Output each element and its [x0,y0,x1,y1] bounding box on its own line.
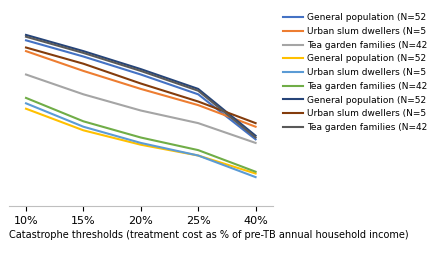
Urban slum dwellers (N=5 [195,154,201,157]
Tea garden families (N=42 [81,51,86,54]
General population (N=52 [195,93,201,96]
Urban slum dwellers (N=5 [253,121,258,125]
Tea garden families (N=42 [195,149,201,152]
Urban slum dwellers (N=5 [138,141,143,144]
Tea garden families (N=42 [81,120,86,123]
General population (N=52 [253,134,258,137]
General population (N=52 [23,33,29,36]
Urban slum dwellers (N=5 [23,50,29,53]
General population (N=52 [138,143,143,146]
Tea garden families (N=42 [195,89,201,92]
Line: Tea garden families (N=42: Tea garden families (N=42 [26,37,256,138]
Tea garden families (N=42 [253,136,258,139]
General population (N=52 [195,154,201,157]
Tea garden families (N=42 [23,35,29,38]
General population (N=52 [195,87,201,91]
Urban slum dwellers (N=5 [81,62,86,65]
Urban slum dwellers (N=5 [81,125,86,128]
General population (N=52 [81,55,86,58]
Tea garden families (N=42 [23,96,29,100]
Tea garden families (N=42 [138,109,143,112]
General population (N=52 [138,73,143,76]
Tea garden families (N=42 [253,170,258,173]
Urban slum dwellers (N=5 [138,82,143,85]
Urban slum dwellers (N=5 [23,46,29,49]
General population (N=52 [253,138,258,141]
Legend: General population (N=52, Urban slum dwellers (N=5, Tea garden families (N=42, G: General population (N=52, Urban slum dwe… [282,12,428,133]
General population (N=52 [81,129,86,132]
Line: Tea garden families (N=42: Tea garden families (N=42 [26,74,256,143]
Line: Urban slum dwellers (N=5: Urban slum dwellers (N=5 [26,48,256,123]
Tea garden families (N=42 [138,69,143,73]
Urban slum dwellers (N=5 [195,100,201,103]
Urban slum dwellers (N=5 [195,103,201,107]
X-axis label: Catastrophe thresholds (treatment cost as % of pre-TB annual household income): Catastrophe thresholds (treatment cost a… [9,230,408,240]
Urban slum dwellers (N=5 [253,125,258,128]
Tea garden families (N=42 [138,136,143,139]
Urban slum dwellers (N=5 [138,87,143,91]
General population (N=52 [81,50,86,53]
Line: General population (N=52: General population (N=52 [26,40,256,139]
Tea garden families (N=42 [81,93,86,96]
Tea garden families (N=42 [23,73,29,76]
General population (N=52 [253,172,258,175]
Tea garden families (N=42 [195,121,201,125]
Urban slum dwellers (N=5 [81,69,86,73]
General population (N=52 [23,39,29,42]
Urban slum dwellers (N=5 [23,102,29,105]
Tea garden families (N=42 [253,141,258,144]
General population (N=52 [23,107,29,110]
Line: General population (N=52: General population (N=52 [26,109,256,173]
General population (N=52 [138,68,143,71]
Line: Urban slum dwellers (N=5: Urban slum dwellers (N=5 [26,51,256,127]
Line: General population (N=52: General population (N=52 [26,35,256,136]
Line: Tea garden families (N=42: Tea garden families (N=42 [26,98,256,172]
Urban slum dwellers (N=5 [253,176,258,179]
Line: Urban slum dwellers (N=5: Urban slum dwellers (N=5 [26,103,256,177]
